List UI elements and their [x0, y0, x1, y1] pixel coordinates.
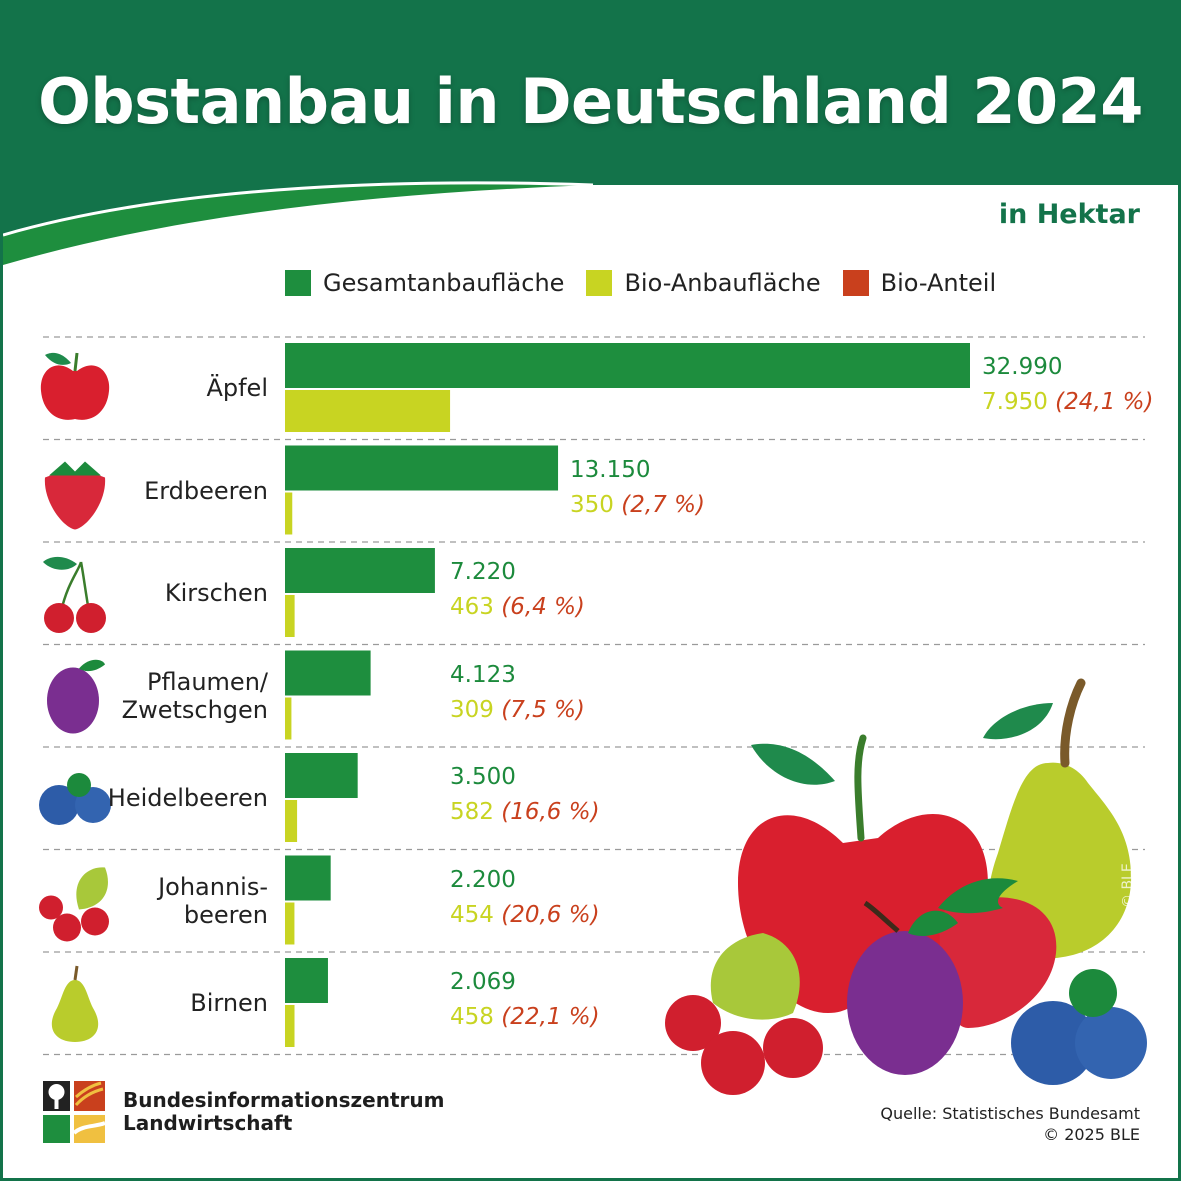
bar-bio	[285, 800, 298, 842]
legend-label-total: Gesamtanbaufläche	[323, 269, 565, 297]
legend-swatch-bio	[586, 270, 613, 296]
value-label-total: 3.500	[450, 764, 516, 790]
copyright-note: © 2025 BLE	[1043, 1125, 1140, 1144]
footer-source-block: Quelle: Statistisches Bundesamt © 2025 B…	[880, 1103, 1140, 1145]
value-label-bio: 309 (7,5 %)	[450, 697, 585, 723]
bar-bio	[285, 697, 292, 740]
bio-value: 350	[570, 491, 614, 518]
category-label: Birnen	[48, 989, 268, 1017]
unit-label: in Hektar	[998, 199, 1140, 230]
apple-icon	[40, 352, 110, 420]
category-label-line: Heidelbeeren	[107, 784, 268, 812]
bar-bio	[285, 390, 451, 432]
bar-total	[285, 343, 970, 388]
category-label-line: beeren	[183, 900, 268, 929]
category-label: Erdbeeren	[48, 477, 268, 505]
bar-total	[285, 445, 559, 491]
bio-share-value: (24,1 %)	[1055, 389, 1154, 415]
value-label-total: 4.123	[450, 661, 516, 688]
value-label-bio: 454 (20,6 %)	[450, 902, 600, 928]
bio-share-value: (2,7 %)	[621, 491, 705, 518]
bio-value: 582	[450, 799, 494, 825]
value-label-bio: 7.950 (24,1 %)	[982, 389, 1154, 415]
bio-value: 458	[450, 1004, 494, 1030]
bio-share-value: (6,4 %)	[501, 594, 585, 620]
bar-total	[285, 855, 331, 901]
category-label-line: Kirschen	[164, 579, 268, 607]
legend-item-share: Bio-Anteil	[842, 269, 997, 297]
legend-label-share: Bio-Anteil	[880, 269, 997, 297]
bar-bio	[285, 902, 295, 945]
org-name: Bundesinformationszentrum Landwirtschaft	[123, 1088, 445, 1135]
legend-swatch-share	[842, 270, 869, 296]
bar-bio	[285, 492, 293, 535]
illustration-copyright: © BLE	[1120, 863, 1136, 908]
bio-share-value: (7,5 %)	[501, 696, 585, 723]
org-name-line1: Bundesinformationszentrum	[123, 1088, 445, 1112]
bio-value: 463	[450, 594, 494, 620]
bio-value: 454	[450, 901, 494, 928]
category-label-line: Äpfel	[206, 374, 268, 402]
cherries-icon	[43, 556, 106, 633]
value-label-bio: 582 (16,6 %)	[450, 799, 600, 825]
value-label-total: 2.200	[450, 866, 516, 893]
currants-icon	[39, 867, 109, 942]
value-label-total: 2.069	[450, 969, 516, 995]
legend-swatch-total	[285, 270, 311, 296]
value-label-bio: 458 (22,1 %)	[450, 1004, 600, 1030]
bar-bio	[285, 595, 295, 637]
bar-total	[285, 958, 328, 1003]
pear-icon	[51, 965, 99, 1042]
bar-total	[285, 650, 371, 696]
bar-total	[285, 548, 435, 593]
value-label-total: 7.220	[450, 559, 516, 585]
value-label-total: 13.150	[570, 456, 651, 483]
category-label: Pflaumen/Zwetschgen	[48, 668, 268, 724]
legend-item-total: Gesamtanbaufläche	[285, 269, 564, 297]
bars-svg	[39, 336, 1145, 1056]
header-banner	[3, 3, 1178, 265]
value-label-bio: 350 (2,7 %)	[570, 492, 705, 518]
category-label-line: Birnen	[190, 989, 268, 1017]
source-note: Quelle: Statistisches Bundesamt	[880, 1104, 1140, 1123]
value-label-total: 32.990	[982, 354, 1063, 380]
bar-chart: Äpfel 32.990 7.950 (24,1 %) Erdbeeren 13.150…	[3, 3, 1178, 1083]
org-name-line2: Landwirtschaft	[123, 1111, 293, 1135]
chart-legend: Gesamtanbaufläche Bio-Anbaufläche Bio-An…	[285, 269, 1018, 297]
category-label-line: Johannis-	[158, 872, 268, 901]
category-label-line: Pflaumen/	[147, 667, 268, 696]
bar-bio	[285, 1005, 295, 1047]
strawberry-icon	[44, 461, 106, 530]
page-title: Obstanbau in Deutschland 2024	[38, 65, 1143, 138]
footer-logo-block: Bundesinformationszentrum Landwirtschaft	[43, 1081, 445, 1143]
bzl-logo-icon	[43, 1081, 105, 1143]
legend-label-bio: Bio-Anbaufläche	[624, 269, 821, 297]
bar-total	[285, 753, 358, 798]
bio-value: 309	[450, 696, 494, 723]
category-label-line: Erdbeeren	[144, 476, 268, 505]
value-label-bio: 463 (6,4 %)	[450, 594, 585, 620]
blueberries-icon	[39, 773, 111, 825]
category-label-line: Zwetschgen	[121, 695, 268, 724]
category-label: Kirschen	[48, 579, 268, 607]
plum-icon	[47, 659, 105, 734]
bio-share-value: (22,1 %)	[501, 1004, 600, 1030]
legend-item-bio: Bio-Anbaufläche	[586, 269, 821, 297]
category-label: Heidelbeeren	[48, 784, 268, 812]
category-label: Johannis-beeren	[48, 873, 268, 929]
bio-value: 7.950	[982, 389, 1048, 415]
bio-share-value: (16,6 %)	[501, 799, 600, 825]
bio-share-value: (20,6 %)	[501, 901, 600, 928]
category-label: Äpfel	[48, 374, 268, 402]
